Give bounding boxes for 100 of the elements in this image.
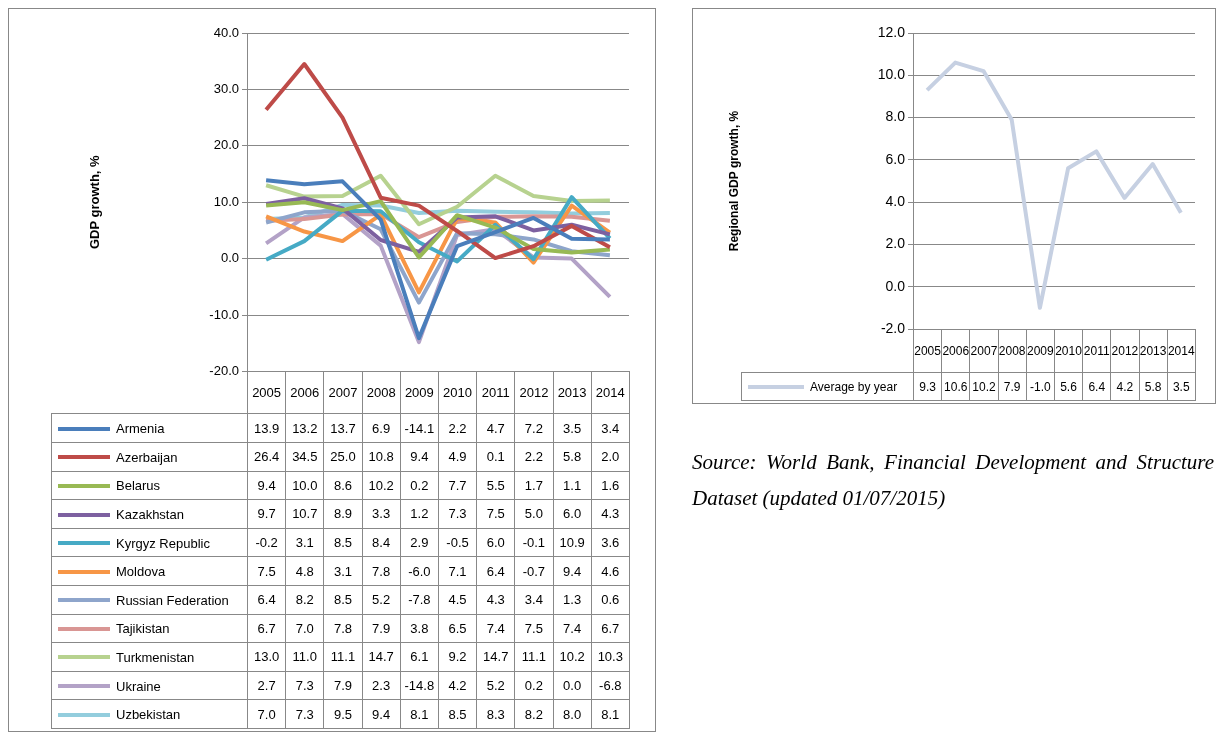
data-label: 7.5	[476, 499, 515, 529]
data-label: 6.0	[553, 499, 592, 529]
x-tick-label: 2006	[285, 371, 324, 414]
data-label: 4.7	[476, 413, 515, 443]
data-label: 6.9	[362, 413, 401, 443]
data-label: 1.6	[591, 471, 630, 500]
data-label: 2.3	[362, 671, 401, 700]
data-label: 4.3	[591, 499, 630, 529]
x-tick-label: 2010	[1054, 329, 1083, 373]
data-label: -6.8	[591, 671, 630, 700]
data-label: 3.6	[591, 528, 630, 557]
data-label: 1.1	[553, 471, 592, 500]
x-tick-label: 2013	[553, 371, 592, 414]
data-label: 8.2	[514, 699, 553, 729]
y-axis-title: GDP growth, %	[87, 154, 103, 250]
legend-label: Russian Federation	[116, 592, 229, 608]
data-label: 2.2	[514, 442, 553, 472]
legend-label: Kazakhstan	[116, 507, 184, 522]
data-label: 8.0	[553, 699, 592, 729]
data-label: 14.7	[476, 642, 515, 672]
data-label: 6.7	[591, 614, 630, 643]
x-tick-label: 2011	[1082, 329, 1111, 373]
x-tick-label: 2011	[476, 371, 515, 414]
data-label: 10.8	[362, 442, 401, 472]
x-tick-label: 2013	[1139, 329, 1168, 373]
data-label: 10.7	[285, 499, 324, 529]
legend-label: Azerbaijan	[116, 449, 178, 465]
data-label: 7.1	[438, 556, 477, 586]
y-tick-label: 6.0	[885, 150, 906, 167]
data-label: 7.8	[362, 556, 401, 586]
source-note: Source: World Bank, Financial Development and Structure Dataset (updated 01/07/2015)	[692, 449, 1214, 512]
data-label: 0.2	[514, 671, 553, 700]
data-label: 7.9	[323, 671, 363, 700]
data-label: 4.8	[285, 556, 324, 586]
data-label: 2.2	[438, 413, 477, 443]
data-label: 34.5	[285, 442, 324, 472]
data-label: 7.5	[514, 614, 553, 643]
x-tick-label: 2012	[1110, 329, 1139, 373]
data-label: -6.0	[400, 556, 439, 586]
data-label: 8.5	[323, 585, 363, 615]
data-label: 7.2	[514, 413, 553, 443]
data-label: 26.4	[247, 442, 286, 472]
y-axis-title: Regional GDP growth, %	[726, 110, 741, 252]
data-label: 4.5	[438, 585, 477, 615]
y-tick-label: -10.0	[209, 306, 239, 322]
x-tick-label: 2010	[438, 371, 477, 414]
legend-label: Average by year	[810, 379, 898, 394]
data-label: 11.0	[285, 642, 324, 672]
x-tick-label: 2014	[1167, 329, 1196, 373]
x-tick-label: 2008	[362, 371, 401, 414]
data-label: 5.8	[553, 442, 592, 472]
data-label: 4.9	[438, 442, 477, 472]
data-label: -14.1	[400, 413, 439, 443]
data-label: 9.4	[553, 556, 592, 586]
data-label: 8.5	[323, 528, 363, 557]
data-label: 5.8	[1139, 372, 1168, 401]
data-label: 5.0	[514, 499, 553, 529]
data-label: 7.3	[285, 671, 324, 700]
data-label: -1.0	[1026, 372, 1055, 401]
data-label: 7.0	[285, 614, 324, 643]
data-label: 13.0	[247, 642, 286, 672]
data-label: 7.4	[553, 614, 592, 643]
data-label: 1.2	[400, 499, 439, 529]
x-tick-label: 2009	[400, 371, 439, 414]
y-tick-label: 20.0	[213, 137, 239, 153]
data-label: -7.8	[400, 585, 439, 615]
data-label: 8.9	[323, 499, 363, 529]
data-label: 3.5	[553, 413, 592, 443]
data-label: 4.2	[1110, 372, 1139, 401]
data-label: 25.0	[323, 442, 363, 472]
data-label: 9.4	[247, 471, 286, 500]
data-label: 4.6	[591, 556, 630, 586]
data-label: 14.7	[362, 642, 401, 672]
data-label: 3.4	[514, 585, 553, 615]
y-tick-label: 10.0	[877, 66, 906, 83]
data-label: 6.4	[247, 585, 286, 615]
data-label: -14.8	[400, 671, 439, 700]
data-label: -0.5	[438, 528, 477, 557]
data-label: 6.4	[1082, 372, 1111, 401]
legend-label: Kyrgyz Republic	[116, 535, 210, 551]
data-label: 5.5	[476, 471, 515, 500]
data-label: 8.4	[362, 528, 401, 557]
y-tick-label: -20.0	[209, 362, 239, 378]
y-tick-label: 30.0	[213, 80, 239, 96]
data-label: 13.2	[285, 413, 324, 443]
x-tick-label: 2007	[969, 329, 999, 373]
data-label: 3.8	[400, 614, 439, 643]
data-label: 7.7	[438, 471, 477, 500]
data-label: 3.3	[362, 499, 401, 529]
data-label: 9.4	[362, 699, 401, 729]
data-label: -0.7	[514, 556, 553, 586]
data-label: 4.2	[438, 671, 477, 700]
data-label: 6.0	[476, 528, 515, 557]
y-tick-label: 40.0	[213, 24, 239, 40]
data-label: 0.6	[591, 585, 630, 615]
legend-label: Tajikistan	[116, 621, 170, 637]
x-tick-label: 2005	[247, 371, 286, 414]
data-label: 7.3	[285, 699, 324, 729]
data-label: 11.1	[323, 642, 363, 672]
data-label: 7.9	[362, 614, 401, 643]
